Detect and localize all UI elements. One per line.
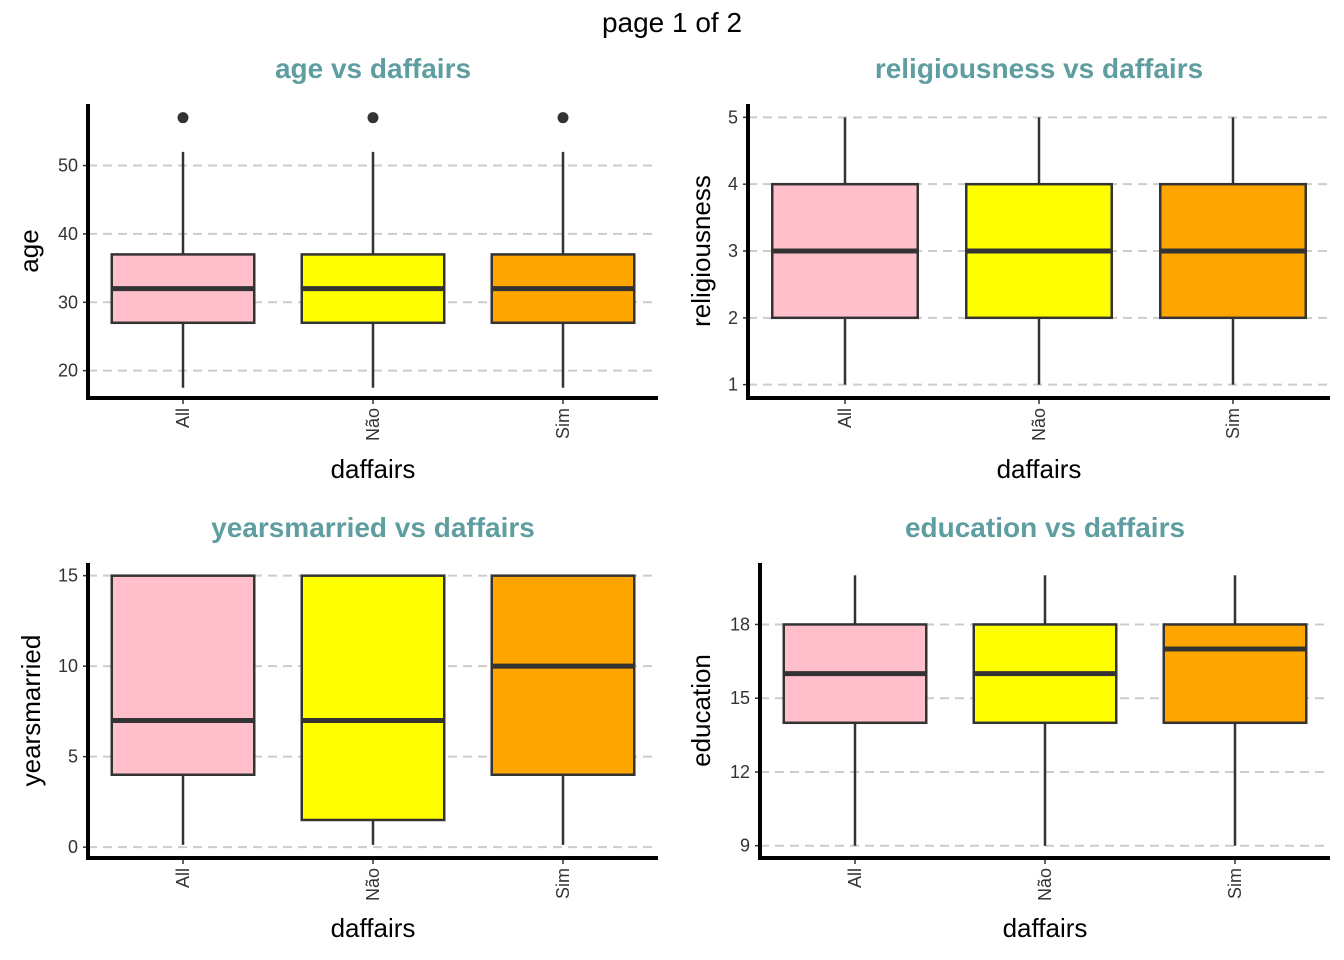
panel-title: yearsmarried vs daffairs — [211, 512, 535, 543]
box-all — [782, 575, 928, 846]
y-tick-label: 40 — [58, 224, 78, 244]
box-all — [110, 112, 256, 388]
box-all — [110, 574, 256, 845]
box-sim — [490, 574, 636, 845]
box-nao — [965, 117, 1113, 385]
panel-1: age vs daffairs 20 30 40 50 All Não Sim daffairs… — [14, 53, 658, 484]
box-nao — [972, 575, 1118, 846]
y-tick-label: 10 — [58, 656, 78, 676]
x-tick-label: All — [845, 868, 865, 888]
x-tick-label: Sim — [553, 408, 573, 439]
x-tick-label: All — [173, 408, 193, 428]
x-tick-label: Não — [363, 868, 383, 901]
box-iqr — [490, 574, 636, 776]
panel-title: age vs daffairs — [275, 53, 471, 84]
panel-2: religiousness vs daffairs 1 2 3 4 5 All Não Sim d… — [686, 53, 1330, 484]
x-axis-label: daffairs — [997, 454, 1082, 484]
y-tick-label: 0 — [68, 837, 78, 857]
x-tick-label: All — [835, 408, 855, 428]
box-nao — [300, 112, 446, 388]
y-axis-label: yearsmarried — [16, 635, 46, 787]
box-iqr — [110, 574, 256, 776]
y-axis-label: age — [14, 229, 44, 272]
x-tick-label: Não — [1035, 868, 1055, 901]
x-axis-label: daffairs — [1003, 913, 1088, 943]
box-iqr — [1162, 623, 1308, 725]
y-tick-label: 4 — [728, 174, 738, 194]
y-tick-label: 3 — [728, 241, 738, 261]
y-axis-label: religiousness — [686, 175, 716, 327]
box-sim — [1159, 117, 1307, 385]
x-tick-label: Sim — [1223, 408, 1243, 439]
y-tick-label: 15 — [58, 566, 78, 586]
y-tick-label: 2 — [728, 308, 738, 328]
y-tick-label: 5 — [68, 747, 78, 767]
box-sim — [1162, 575, 1308, 846]
y-tick-label: 30 — [58, 292, 78, 312]
y-axis-label: education — [686, 654, 716, 767]
box-nao — [300, 574, 446, 845]
y-tick-label: 50 — [58, 156, 78, 176]
outlier-point — [557, 112, 569, 124]
page-title: page 1 of 2 — [602, 7, 742, 38]
x-tick-label: Sim — [1225, 868, 1245, 899]
panel-title: education vs daffairs — [905, 512, 1185, 543]
y-tick-label: 12 — [730, 762, 750, 782]
x-tick-label: Não — [363, 408, 383, 441]
x-axis-label: daffairs — [331, 454, 416, 484]
y-tick-label: 20 — [58, 361, 78, 381]
x-tick-label: Não — [1029, 408, 1049, 441]
y-tick-label: 18 — [730, 614, 750, 634]
outlier-point — [367, 112, 379, 124]
y-tick-label: 15 — [730, 688, 750, 708]
x-axis-label: daffairs — [331, 913, 416, 943]
y-tick-label: 1 — [728, 375, 738, 395]
panel-3: yearsmarried vs daffairs 0 5 10 15 All Não Sim d… — [16, 512, 658, 943]
panel-4: education vs daffairs 9 12 15 18 All Não Sim daf… — [686, 512, 1330, 943]
outlier-point — [177, 112, 189, 124]
y-tick-label: 9 — [740, 836, 750, 856]
x-tick-label: All — [173, 868, 193, 888]
y-tick-label: 5 — [728, 107, 738, 127]
x-tick-label: Sim — [553, 868, 573, 899]
panel-title: religiousness vs daffairs — [875, 53, 1203, 84]
box-iqr — [300, 574, 446, 822]
box-all — [771, 117, 919, 385]
box-sim — [490, 112, 636, 388]
